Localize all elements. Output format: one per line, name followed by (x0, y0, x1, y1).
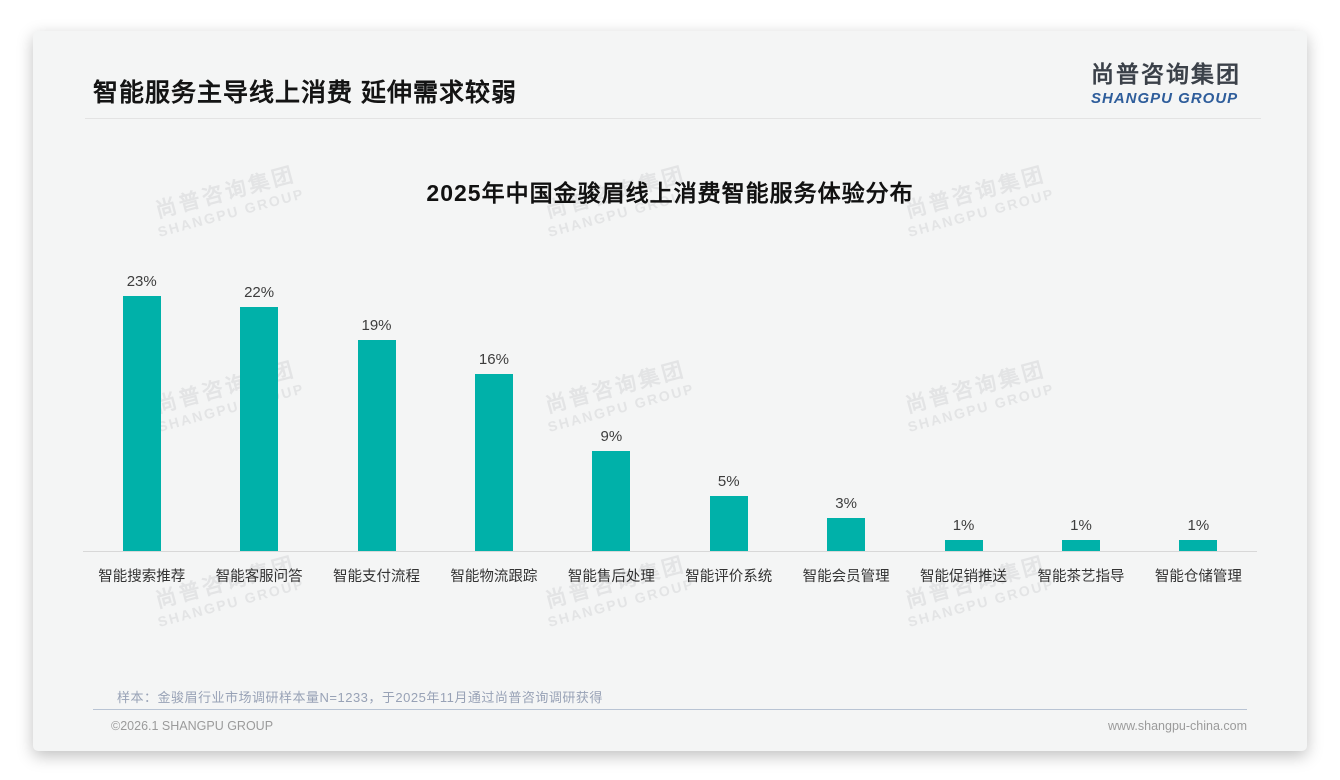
bar (1179, 540, 1218, 551)
logo-chinese-text: 尚普咨询集团 (1091, 61, 1241, 87)
footer-divider (93, 709, 1247, 710)
chart-plot-area: 23% 22% 19% 16% 9% 5% 3% 1% 1% 1% (83, 261, 1257, 552)
sample-footnote: 样本：金骏眉行业市场调研样本量N=1233，于2025年11月通过尚普咨询调研获… (117, 690, 603, 705)
bar (122, 296, 161, 551)
bar-value-label: 1% (1187, 517, 1210, 534)
bar-column: 23% (83, 273, 200, 551)
category-label: 智能茶艺指导 (1037, 569, 1125, 585)
bar-column: 1% (1140, 517, 1257, 551)
bar-value-label: 9% (600, 428, 623, 445)
category-label: 智能物流跟踪 (450, 569, 538, 585)
bar (474, 374, 513, 551)
bar-column: 16% (435, 351, 552, 551)
bar-value-label: 23% (126, 273, 157, 290)
category-label: 智能支付流程 (333, 569, 421, 585)
bar-value-label: 19% (361, 317, 392, 334)
bar-column: 1% (1022, 517, 1139, 551)
bar (357, 340, 396, 551)
bar (944, 540, 983, 551)
bar-column: 3% (787, 495, 904, 551)
bar-column: 19% (318, 317, 435, 551)
bar-chart: 23% 22% 19% 16% 9% 5% 3% 1% 1% 1% 智能搜索推荐 智能客服问答 智能支… (83, 261, 1257, 586)
bar (827, 518, 866, 551)
footer-bar: ©2026.1 SHANGPU GROUP www.shangpu-china.… (93, 719, 1247, 733)
category-label: 智能搜索推荐 (98, 569, 186, 585)
chart-title: 2025年中国金骏眉线上消费智能服务体验分布 (426, 180, 914, 206)
category-label: 智能促销推送 (920, 569, 1008, 585)
bar (240, 307, 279, 551)
website-url: www.shangpu-china.com (1108, 719, 1247, 733)
bar-value-label: 1% (1070, 517, 1092, 534)
bar-value-label: 3% (835, 495, 857, 512)
company-logo: 尚普咨询集团 SHANGPU GROUP (1091, 55, 1241, 107)
category-label: 智能客服问答 (215, 569, 303, 585)
bar (1061, 540, 1100, 551)
category-label: 智能会员管理 (802, 569, 890, 585)
bar-column: 9% (553, 428, 670, 551)
bar (709, 496, 748, 551)
logo-english-text: SHANGPU GROUP (1091, 90, 1239, 107)
bar-column: 22% (200, 284, 317, 551)
category-label: 智能仓储管理 (1154, 569, 1242, 585)
bar-value-label: 1% (952, 517, 975, 534)
slide-card: 尚普咨询集团 SHANGPU GROUP 尚普咨询集团 SHANGPU GROUP 尚普… (33, 31, 1307, 751)
chart-category-axis: 智能搜索推荐 智能客服问答 智能支付流程 智能物流跟踪 智能售后处理 智能评价系统 智能会员… (83, 552, 1257, 586)
bar-value-label: 22% (244, 284, 275, 301)
bar-value-label: 5% (717, 473, 740, 490)
copyright-text: ©2026.1 SHANGPU GROUP (111, 719, 274, 733)
category-label: 智能售后处理 (567, 569, 655, 585)
bar-value-label: 16% (478, 351, 509, 368)
category-label: 智能评价系统 (685, 569, 773, 585)
header-divider (85, 118, 1261, 119)
bar-column: 5% (670, 473, 787, 551)
page-title: 智能服务主导线上消费 延伸需求较弱 (93, 79, 517, 107)
bar-column: 1% (905, 517, 1022, 551)
bar (592, 451, 631, 551)
